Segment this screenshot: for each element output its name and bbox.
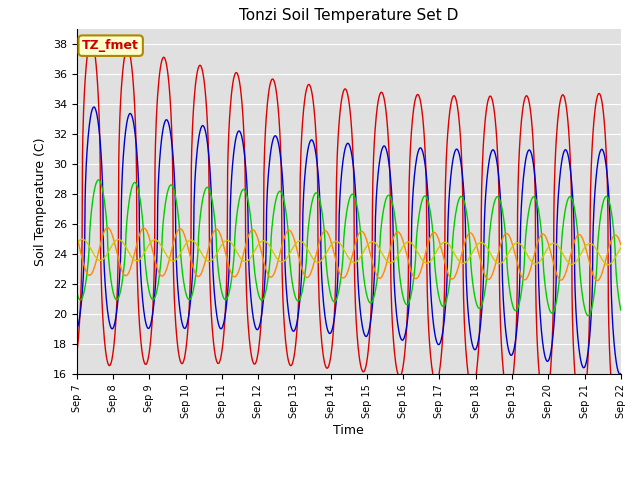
-2cm <box>617 407 625 413</box>
-4cm <box>195 139 202 145</box>
Line: -16cm: -16cm <box>77 228 621 280</box>
-32cm <box>617 245 625 251</box>
-32cm <box>604 262 612 267</box>
Line: -8cm: -8cm <box>77 180 621 316</box>
-2cm <box>181 353 189 359</box>
-2cm <box>553 133 561 139</box>
-4cm <box>255 324 263 330</box>
-8cm <box>181 286 189 292</box>
-16cm <box>505 232 513 238</box>
Line: -32cm: -32cm <box>77 239 621 264</box>
-32cm <box>181 242 189 248</box>
-2cm <box>505 394 513 399</box>
-8cm <box>553 298 561 304</box>
-16cm <box>617 241 625 247</box>
Line: -4cm: -4cm <box>77 107 621 374</box>
Y-axis label: Soil Temperature (C): Soil Temperature (C) <box>35 137 47 266</box>
-8cm <box>73 289 81 295</box>
-16cm <box>104 225 111 230</box>
-16cm <box>593 277 601 283</box>
-2cm <box>195 65 202 71</box>
-2cm <box>87 37 95 43</box>
-4cm <box>553 239 561 245</box>
-32cm <box>553 241 561 247</box>
-32cm <box>73 240 81 246</box>
-8cm <box>255 293 263 299</box>
-4cm <box>181 325 189 331</box>
-8cm <box>617 307 625 313</box>
-32cm <box>195 244 202 250</box>
X-axis label: Time: Time <box>333 424 364 437</box>
-2cm <box>73 350 81 356</box>
-16cm <box>181 233 189 239</box>
-2cm <box>434 377 442 383</box>
-2cm <box>255 343 263 348</box>
-4cm <box>90 104 98 110</box>
-4cm <box>616 372 624 377</box>
-4cm <box>505 347 513 353</box>
-4cm <box>73 326 81 332</box>
-16cm <box>195 274 202 279</box>
-16cm <box>553 271 561 276</box>
-8cm <box>584 313 592 319</box>
-4cm <box>617 371 625 377</box>
Title: Tonzi Soil Temperature Set D: Tonzi Soil Temperature Set D <box>239 9 458 24</box>
-16cm <box>434 233 442 239</box>
-8cm <box>95 177 102 183</box>
-8cm <box>434 286 442 291</box>
Legend: -2cm, -4cm, -8cm, -16cm, -32cm: -2cm, -4cm, -8cm, -16cm, -32cm <box>153 477 545 480</box>
-32cm <box>255 241 263 247</box>
-8cm <box>195 245 202 251</box>
-32cm <box>434 247 442 252</box>
Line: -2cm: -2cm <box>77 40 621 422</box>
-16cm <box>73 234 81 240</box>
-4cm <box>434 341 442 347</box>
-2cm <box>614 420 621 425</box>
-8cm <box>505 278 513 284</box>
-16cm <box>255 240 263 245</box>
-32cm <box>505 250 513 256</box>
-32cm <box>78 236 86 242</box>
Text: TZ_fmet: TZ_fmet <box>82 39 139 52</box>
